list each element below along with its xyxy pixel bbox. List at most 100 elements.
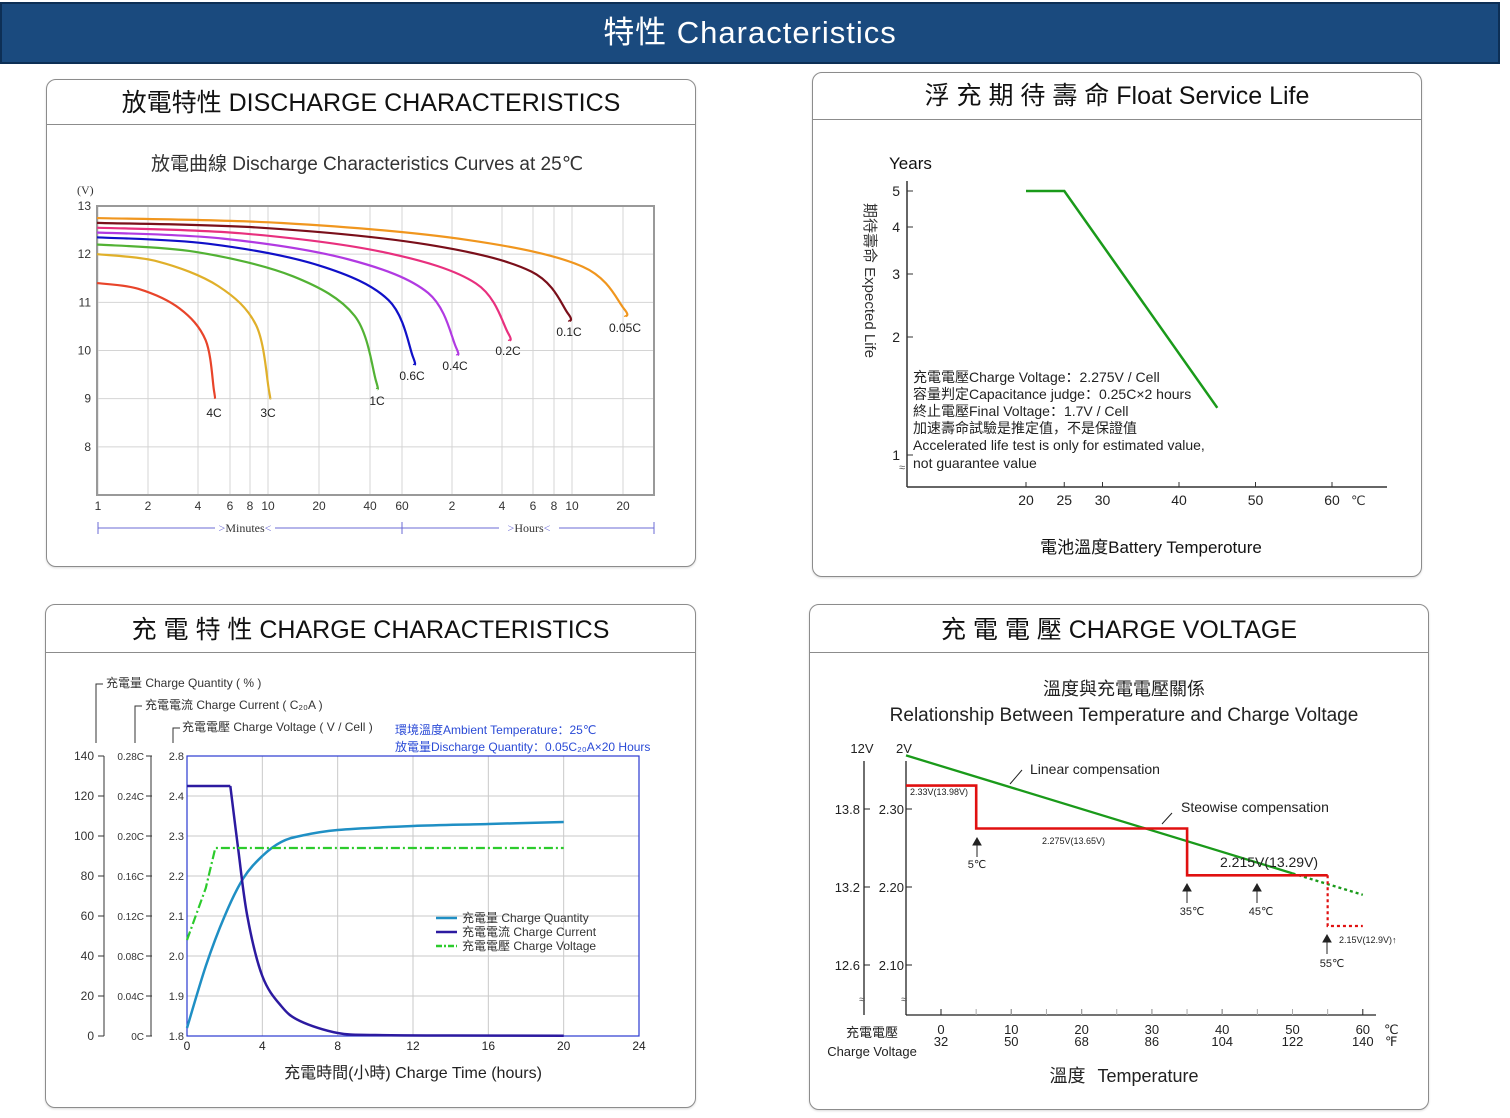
float-life-header: 浮 充 期 待 壽 命 Float Service Life — [813, 73, 1421, 120]
discharge-x-ticks: 1 2 4 6 8 10 20 40 60 2 4 6 8 10 20 — [95, 499, 630, 513]
float-y-tick: 4 — [892, 219, 900, 235]
discharge-curve-label: 1C — [369, 394, 385, 408]
discharge-curve-label: 0.6C — [399, 369, 425, 383]
annotation-t45: 45℃ — [1249, 906, 1274, 918]
discharge-curve-0.1C — [96, 221, 573, 323]
charge-x-tick: 8 — [334, 1039, 341, 1053]
page-banner: 特性 Characteristics — [0, 2, 1500, 64]
cv-x-tick-c: 20 — [1074, 1022, 1088, 1037]
float-notes: 充電電壓Charge Voltage：2.275V / Cell 容量判定Cap… — [913, 369, 1205, 471]
cv-x-tick-c: 10 — [1004, 1022, 1018, 1037]
discharge-chart: 放電曲線 Discharge Characteristics Curves at… — [77, 153, 655, 536]
minutes-label-bg — [215, 520, 275, 536]
charge-curves — [185, 784, 564, 1037]
float-x-tick: 20 — [1018, 492, 1034, 508]
float-x-unit: ℃ — [1351, 493, 1366, 508]
cv-x-tick-c: 40 — [1215, 1022, 1229, 1037]
discharge-y-tick: 11 — [79, 295, 92, 309]
charge-y-tick-current: 0.24C — [117, 792, 144, 803]
cv-y-tick-2v: 2.20 — [879, 880, 904, 895]
charge-y-tick-quantity: 100 — [74, 829, 94, 843]
cv-x-tick-f: 50 — [1004, 1034, 1018, 1049]
discharge-x-tick: 4 — [499, 499, 506, 513]
discharge-curve-4C — [96, 281, 217, 399]
charge-legend-label: 充電電流 Charge Current — [462, 924, 597, 939]
cv-y-tick-2v: 2.30 — [879, 802, 904, 817]
charge-y-tick-current: 0.20C — [117, 832, 144, 843]
charge-y-tick-voltage: 2.8 — [169, 751, 184, 763]
float-axis-break: ≈ — [899, 462, 905, 474]
cv-x-tick-f: 68 — [1074, 1034, 1088, 1049]
charge-y-ticks: 140 120 100 80 60 40 20 0 0.28C 0.24C 0.20C 0.16C 0.… — [74, 749, 184, 1043]
stepwise-compensation-label: Steowise compensation — [1181, 799, 1329, 815]
discharge-curve-0.6C — [96, 236, 417, 366]
stepwise-pointer — [1161, 812, 1173, 825]
discharge-y-tick: 12 — [78, 247, 92, 261]
charge-chart: 充電量 Charge Quantity ( % ) 充電電流 Charge Cu… — [74, 675, 650, 1082]
charge-ambient-note: 環境溫度Ambient Temperature：25℃ — [395, 722, 596, 737]
cv-x-unit-f: ℉ — [1385, 1034, 1397, 1049]
cv-y-tick-2v: 2.10 — [879, 958, 904, 973]
charge-y-tick-quantity: 0 — [87, 1029, 94, 1043]
float-note: Accelerated life test is only for estima… — [913, 437, 1205, 453]
discharge-curve-label: 0.1C — [556, 325, 582, 339]
discharge-y-tick: 13 — [78, 199, 92, 213]
cv-title-en: Relationship Between Temperature and Cha… — [890, 705, 1359, 726]
discharge-curve-0.2C — [96, 226, 512, 342]
cv-x-tick-f: 140 — [1352, 1034, 1374, 1049]
annotation-t35: 35℃ — [1180, 906, 1205, 918]
stepwise-compensation-extension — [1326, 875, 1363, 928]
float-y-tick: 1 — [892, 447, 900, 463]
charge-y-tick-voltage: 1.9 — [169, 991, 184, 1003]
charge-voltage-curve — [185, 846, 564, 941]
discharge-curve-label: 0.05C — [609, 321, 641, 335]
annotation-v2275: 2.275V(13.65V) — [1042, 836, 1105, 846]
discharge-curve-label: 3C — [260, 406, 276, 420]
discharge-x-tick: 40 — [363, 499, 377, 513]
stepwise-compensation-line — [906, 784, 1328, 877]
discharge-y-ticks: 13 12 11 10 9 8 — [78, 199, 92, 454]
discharge-curve-label: 0.4C — [442, 359, 468, 373]
discharge-y-tick: 10 — [78, 344, 92, 358]
charge-current-curve — [229, 785, 564, 1037]
annotation-t5: 5℃ — [968, 859, 986, 871]
charge-x-tick: 24 — [632, 1039, 646, 1053]
charge-x-tick: 0 — [184, 1039, 191, 1053]
cv-x-axis-en: Charge Voltage — [827, 1044, 917, 1059]
charge-voltage-panel: 充 電 電 壓 CHARGE VOLTAGE 溫度與充電電壓關係 Relatio… — [809, 604, 1429, 1110]
float-y-side-label: 期待壽命 Expected Life — [861, 203, 879, 358]
float-x-ticks: 20 25 30 40 50 60 — [1018, 482, 1340, 508]
discharge-y-unit: (V) — [77, 183, 94, 197]
cv-x-tick-c: 30 — [1145, 1022, 1159, 1037]
hours-label: >Hours< — [508, 521, 551, 535]
cv-axes — [863, 761, 1376, 1016]
discharge-x-tick: 20 — [312, 499, 326, 513]
charge-y-tick-voltage: 2.2 — [169, 871, 184, 883]
discharge-header: 放電特性 DISCHARGE CHARACTERISTICS — [47, 80, 695, 125]
charge-panel: 充 電 特 性 CHARGE CHARACTERISTICS 充電量 Charg… — [45, 604, 696, 1108]
discharge-x-tick: 2 — [449, 499, 456, 513]
charge-y-tick-voltage: 2.0 — [169, 951, 184, 963]
cv-lines — [905, 754, 1364, 928]
charge-axis-label-voltage: 充電電壓 Charge Voltage ( V / Cell ) — [182, 719, 373, 734]
discharge-y-tick: 8 — [84, 440, 91, 454]
cv-x-tick-c: 50 — [1285, 1022, 1299, 1037]
discharge-curve-label: 4C — [206, 406, 222, 420]
charge-x-tick: 12 — [406, 1039, 420, 1053]
float-y-tick: 3 — [892, 266, 900, 282]
charge-y-tick-current: 0.28C — [117, 752, 144, 763]
charge-x-ticks: 0 4 8 12 16 20 24 — [184, 1039, 646, 1053]
cv-y-head-12v: 12V — [850, 741, 873, 756]
float-x-tick: 30 — [1095, 492, 1111, 508]
charge-voltage-chart: 溫度與充電電壓關係 Relationship Between Temperatu… — [827, 679, 1398, 1086]
cv-x-tick-f: 122 — [1282, 1034, 1304, 1049]
hours-label-bg — [499, 520, 559, 536]
charge-y-tick-current: 0.08C — [117, 952, 144, 963]
discharge-x-tick: 20 — [616, 499, 630, 513]
charge-y-axes — [103, 756, 152, 1036]
float-note: not guarantee value — [913, 455, 1037, 471]
discharge-x-tick: 60 — [395, 499, 409, 513]
charge-x-tick: 20 — [557, 1039, 571, 1053]
charge-y-tick-voltage: 1.8 — [169, 1031, 184, 1043]
